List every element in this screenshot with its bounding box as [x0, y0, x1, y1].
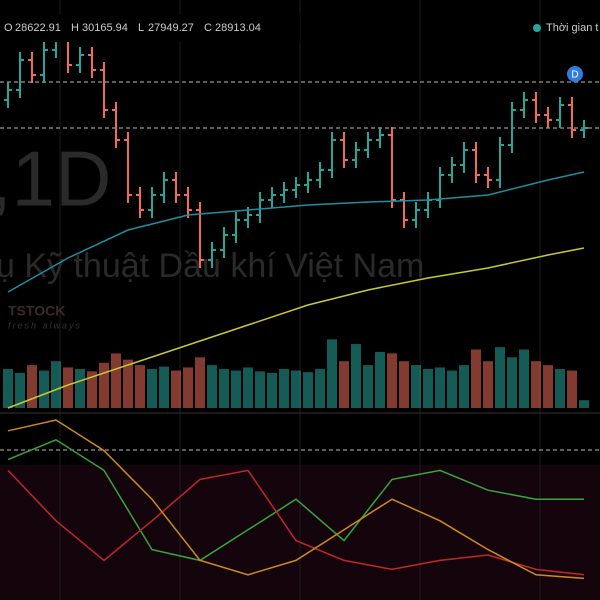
status-dot — [533, 24, 541, 32]
volume-bar — [339, 361, 349, 408]
volume-bar — [27, 365, 37, 408]
label: O — [4, 22, 13, 34]
volume-bar — [279, 369, 289, 408]
volume-bar — [483, 361, 493, 408]
line — [7, 171, 585, 293]
volume-bar — [315, 369, 325, 408]
volume-bar — [243, 367, 253, 408]
watermark-interval: ,1D — [0, 135, 111, 223]
volume-bar — [183, 367, 193, 408]
volume-bar — [75, 369, 85, 408]
volume-bar — [507, 357, 517, 408]
volume-bar — [39, 370, 49, 408]
value: 30165.94 — [82, 22, 128, 34]
volume-bar — [87, 371, 97, 408]
volume-bar — [495, 347, 505, 408]
watermark-slogan: fresh always — [8, 320, 82, 330]
volume-bar — [387, 353, 397, 408]
volume-bar — [351, 344, 361, 408]
volume-bar — [447, 370, 457, 408]
volume-bar — [147, 369, 157, 408]
line — [7, 469, 585, 576]
timezone[interactable]: Thời gian t — [546, 22, 598, 34]
ohlc-legend: O 28622.91 H 30165.94 L 27949.27 C 28913… — [4, 22, 261, 34]
event-marker[interactable] — [567, 66, 583, 82]
volume-bar — [471, 349, 481, 408]
volume-bar — [411, 365, 421, 408]
label: L — [138, 22, 144, 34]
volume-bar — [303, 372, 313, 408]
volume-bar — [3, 369, 13, 408]
volume-bar — [555, 369, 565, 408]
header-bg — [0, 14, 300, 42]
label: H — [71, 22, 79, 34]
value: 28622.91 — [15, 22, 61, 34]
volume-bar — [51, 361, 61, 408]
volume-bar — [567, 370, 577, 408]
plot — [3, 32, 589, 580]
volume-bar — [579, 400, 589, 408]
volume-bar — [363, 365, 373, 408]
volume-bar — [99, 362, 109, 408]
volume-bar — [123, 359, 133, 408]
volume-bar — [135, 365, 145, 408]
watermark-brand: TSTOCK — [8, 303, 65, 319]
label: C — [204, 22, 212, 34]
volume-bar — [327, 339, 337, 408]
volume-bar — [207, 365, 217, 408]
volume-bar — [255, 371, 265, 408]
value: 28913.04 — [215, 22, 261, 34]
volume-bar — [291, 370, 301, 408]
volume-bar — [267, 372, 277, 408]
line — [7, 438, 584, 562]
volume-bar — [459, 365, 469, 408]
volume-bar — [171, 370, 181, 408]
volume-bar — [543, 365, 553, 408]
volume-bar — [63, 367, 73, 408]
volume-bar — [531, 361, 541, 408]
volume-bar — [375, 351, 385, 408]
volume-bar — [15, 372, 25, 408]
volume-bar — [195, 357, 205, 408]
volume-bar — [423, 369, 433, 408]
volume-bar — [111, 353, 121, 408]
volume-bar — [159, 366, 169, 408]
volume-bar — [399, 361, 409, 408]
volume-bar — [231, 370, 241, 408]
event-marker-label: D — [571, 70, 578, 81]
volume-bar — [519, 349, 529, 408]
volume-bar — [435, 367, 445, 408]
line — [7, 419, 585, 580]
value: 27949.27 — [148, 22, 194, 34]
volume-bar — [219, 369, 229, 408]
line — [7, 247, 585, 409]
